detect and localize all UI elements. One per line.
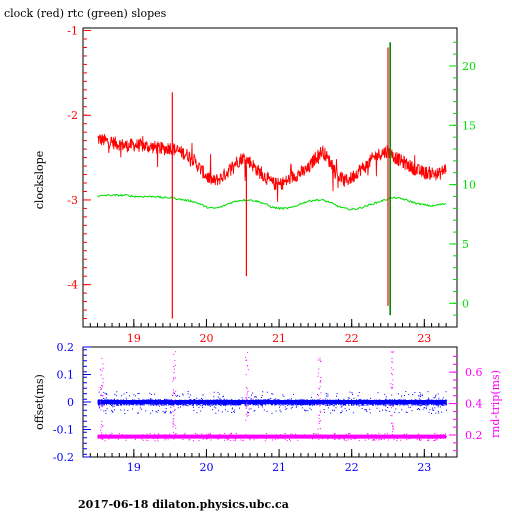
clock-series-line [97, 133, 447, 202]
bottom-ytick-left-label: -0.1 [53, 424, 74, 437]
bottom-ytick-left-label: 0.2 [57, 341, 75, 354]
bottom-ytick-right-label: 0.2 [465, 429, 483, 442]
page-title: clock (red) rtc (green) slopes [4, 7, 167, 20]
bottom-ytick-left-label: -0.2 [53, 451, 74, 464]
bottom-xtick-label: 20 [199, 461, 213, 474]
top-xtick-label: 22 [345, 332, 359, 345]
bottom-xtick-label: 21 [272, 461, 286, 474]
top-ytick-right-label: 15 [462, 119, 476, 132]
bottom-ytick-right-label: 0.4 [465, 398, 483, 411]
top-ytick-left-label: -4 [67, 279, 78, 292]
bottom-xtick-label: 22 [345, 461, 359, 474]
top-xtick-label: 19 [127, 332, 141, 345]
rtc-series-line [97, 193, 447, 211]
top-xtick-label: 20 [199, 332, 213, 345]
bottom-ytick-right-label: 0.6 [465, 366, 483, 379]
bottom-xtick-label: 23 [417, 461, 431, 474]
bottom-ytick-left-label: 0.1 [57, 369, 75, 382]
rndtrip-scatter [97, 351, 447, 442]
top-panel-frame [82, 27, 458, 328]
top-ytick-right-label: 20 [462, 60, 476, 73]
top-ytick-right-label: 10 [462, 179, 476, 192]
bottom-xtick-label: 19 [127, 461, 141, 474]
top-ytick-left-label: -3 [67, 194, 78, 207]
top-ytick-left-label: -1 [67, 25, 78, 38]
top-xtick-label: 21 [272, 332, 286, 345]
footer-text: 2017-06-18 dilaton.physics.ubc.ca [78, 498, 289, 511]
bottom-ytick-left-label: 0 [67, 396, 74, 409]
top-ylabel: clockslope [33, 151, 46, 209]
top-ytick-right-label: 5 [462, 238, 469, 251]
top-ytick-left-label: -2 [67, 109, 78, 122]
bottom-ylabel-left: offset(ms) [33, 374, 46, 430]
top-xtick-label: 23 [417, 332, 431, 345]
bottom-ylabel-right: rnd-trip(ms) [489, 370, 502, 438]
top-ytick-right-label: 0 [462, 297, 469, 310]
